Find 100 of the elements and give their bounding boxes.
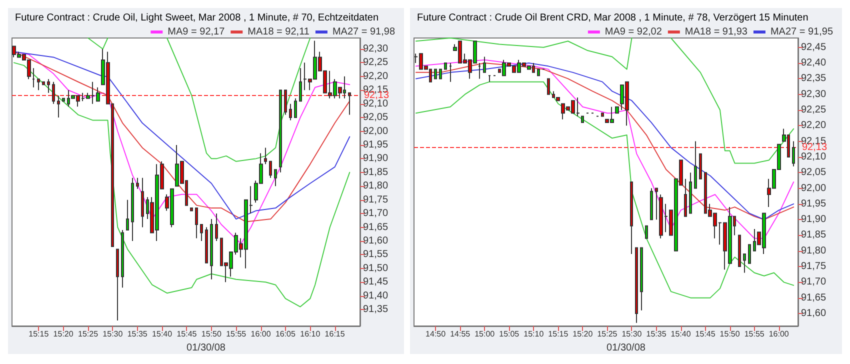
candlestick <box>478 62 481 80</box>
candlestick <box>689 172 692 214</box>
candlestick <box>743 254 746 274</box>
x-tick-label: 15:20 <box>572 330 594 338</box>
candlestick <box>792 140 795 167</box>
y-tick-label: 91,95 <box>801 198 826 210</box>
y-tick-label: 92,45 <box>801 42 826 53</box>
y-tick-label: 91,75 <box>363 194 388 206</box>
x-tick-label: 15:40 <box>670 330 692 338</box>
candlestick <box>264 147 267 165</box>
y-tick-label: 92,05 <box>801 167 826 178</box>
y-tick-label: 92,20 <box>363 70 388 82</box>
x-tick-label: 16:10 <box>300 330 321 338</box>
candlestick <box>37 78 40 91</box>
x-tick-label: 14:50 <box>426 330 446 338</box>
candlestick <box>640 247 643 311</box>
y-tick-label: 92,10 <box>801 151 826 162</box>
y-tick-label: 92,00 <box>801 182 826 194</box>
candlestick <box>738 234 741 268</box>
candlestick <box>615 106 619 114</box>
legend-label: MA9 = 92,02 <box>604 26 662 38</box>
candlestick <box>645 225 648 239</box>
line-series <box>415 81 794 298</box>
candlestick <box>483 56 486 73</box>
candlestick <box>279 90 282 173</box>
candlestick <box>200 224 203 242</box>
y-tick-label: 91,50 <box>363 262 388 274</box>
candlestick <box>52 81 55 104</box>
candlestick <box>195 208 198 239</box>
x-tick-label: 15:05 <box>499 330 520 338</box>
x-tick-label: 15:15 <box>28 330 50 338</box>
x-tick-label: 14:55 <box>450 330 471 338</box>
candlestick <box>126 199 129 230</box>
candlestick <box>284 90 287 116</box>
y-tick-label: 91,90 <box>363 153 388 164</box>
x-tick-label: 15:10 <box>524 330 544 338</box>
y-tick-label: 91,40 <box>363 290 388 302</box>
candlestick <box>439 68 442 80</box>
candlestick <box>348 92 351 116</box>
y-tick-label: 92,20 <box>801 120 826 132</box>
candlestick <box>205 226 208 264</box>
legend-label: MA18 = 91,93 <box>684 26 748 38</box>
candlestick <box>488 75 491 82</box>
y-tick-label: 91,90 <box>801 214 826 226</box>
x-tick-label: 15:45 <box>176 330 198 338</box>
y-tick-label: 92,40 <box>801 58 826 69</box>
candlestick <box>449 62 452 82</box>
y-tick-label: 92,30 <box>801 88 826 100</box>
x-tick-label: 15:15 <box>548 330 569 338</box>
y-tick-label: 92,00 <box>363 126 388 137</box>
candlestick <box>694 140 697 189</box>
line-series <box>13 62 350 308</box>
legend-label: MA18 = 92,11 <box>248 26 310 38</box>
x-tick-label: 15:20 <box>53 330 74 338</box>
candlestick <box>210 218 213 280</box>
y-tick-label: 91,95 <box>363 139 388 150</box>
candlestick <box>294 98 297 118</box>
x-tick-label: 15:00 <box>474 330 496 338</box>
x-tick-label: 15:25 <box>597 330 618 338</box>
x-tick-label: 15:25 <box>78 330 99 338</box>
legend-label: MA9 = 92,17 <box>168 26 226 38</box>
y-tick-label: 91,60 <box>363 235 388 246</box>
y-tick-label: 92,25 <box>363 57 388 68</box>
candlestick <box>215 213 218 242</box>
candlestick <box>131 177 134 242</box>
x-tick-label: 15:40 <box>152 330 173 338</box>
y-tick-label: 91,35 <box>363 304 388 316</box>
y-tick-label: 91,65 <box>363 222 388 233</box>
legend-label: MA27 = 91,98 <box>332 26 396 38</box>
candlestick <box>269 160 272 178</box>
y-tick-label: 91,80 <box>363 180 388 192</box>
chart-title: Future Contract : Crude Oil Brent CRD, Mar 2008 , 1 Minute, # 78, Verzögert 15 Minuten <box>417 12 808 24</box>
y-tick-label: 92,05 <box>363 112 388 124</box>
candlestick <box>141 177 144 228</box>
y-tick-label: 91,45 <box>363 276 388 288</box>
y-tick-label: 91,80 <box>801 245 826 256</box>
candlestick <box>635 247 638 324</box>
chart-title: Future Contract : Crude Oil, Light Sweet, Mar 2008 , 1 Minute, # 70, Echtzeitdaten <box>15 12 379 24</box>
y-tick-label: 91,55 <box>363 249 388 260</box>
text: 01/30/08 <box>606 342 646 354</box>
candlestick <box>289 103 292 121</box>
candlestick <box>684 178 687 217</box>
y-tick-label: 92,10 <box>363 98 388 110</box>
y-tick-label: 91,70 <box>363 208 388 220</box>
candlestick <box>650 188 653 220</box>
x-tick-label: 16:05 <box>275 330 296 338</box>
candlestick <box>434 68 437 80</box>
candlestick <box>32 68 35 88</box>
legend-label: MA27 = 91,95 <box>770 26 834 38</box>
candlestick <box>699 153 702 180</box>
y-tick-label: 91,75 <box>801 261 826 272</box>
x-tick-label: 15:55 <box>744 330 765 338</box>
y-tick-label: 91,60 <box>801 308 826 319</box>
x-tick-label: 15:35 <box>646 330 667 338</box>
candlestick <box>537 68 540 76</box>
candlestick <box>444 62 447 70</box>
x-tick-label: 15:50 <box>720 330 740 338</box>
candlestick <box>47 78 50 94</box>
x-tick-label: 15:30 <box>102 330 124 338</box>
candlestick <box>547 78 550 95</box>
